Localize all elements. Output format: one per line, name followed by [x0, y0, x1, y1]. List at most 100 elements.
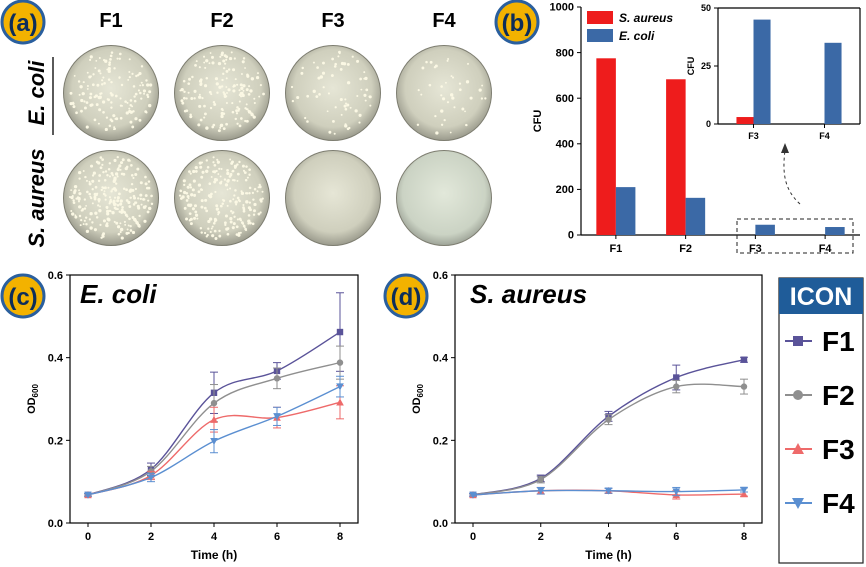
colony-dot [118, 192, 121, 196]
colony-dot [230, 51, 233, 54]
colony-dot [209, 106, 213, 110]
colony-dot [129, 99, 133, 102]
colony-dot [226, 171, 230, 176]
colony-dot [440, 94, 443, 97]
colony-dot [194, 170, 198, 173]
colony-dot [215, 204, 219, 208]
colony-dot [101, 235, 105, 238]
colony-dot [233, 194, 236, 197]
colony-dot [128, 107, 131, 110]
colony-dot [250, 77, 255, 81]
colony-dot [223, 92, 227, 96]
colony-dot [129, 120, 133, 124]
colony-dot [186, 185, 190, 189]
colony-dot [117, 167, 120, 170]
colony-dot [225, 86, 228, 88]
colony-dot [205, 159, 209, 162]
colony-dot [114, 94, 118, 98]
colony-dot [125, 111, 129, 115]
panel-d-organism: S. aureus [470, 279, 587, 309]
legend-item-label: F4 [822, 488, 855, 519]
colony-dot [120, 83, 124, 87]
colony-dot [97, 179, 101, 183]
colony-dot [327, 92, 330, 95]
colony-dot [109, 58, 112, 61]
colony-dot [239, 219, 243, 222]
colony-dot [127, 200, 131, 205]
colony-dot [88, 182, 92, 186]
x-tick-label: 8 [741, 531, 747, 543]
colony-dot [180, 87, 184, 92]
colony-dot [220, 107, 224, 111]
colony-dot [113, 176, 117, 180]
colony-dot [191, 188, 195, 192]
colony-dot [69, 91, 73, 95]
colony-dot [138, 71, 142, 76]
colony-dot [195, 60, 198, 63]
colony-dot [208, 62, 211, 65]
colony-dot [238, 89, 241, 92]
colony-dot [259, 198, 263, 202]
colony-dot [183, 206, 187, 210]
colony-dot [434, 114, 437, 118]
colony-dot [114, 117, 117, 120]
colony-dot [346, 62, 350, 66]
colony-dot [107, 167, 111, 171]
colony-dot [209, 52, 212, 54]
colony-dot [219, 123, 224, 128]
colony-dot [139, 197, 142, 201]
colony-dot [458, 88, 462, 92]
colony-dot [253, 209, 256, 213]
x-tick-label: F4 [819, 243, 833, 255]
colony-dot [198, 66, 201, 69]
colony-dot [252, 115, 256, 119]
marker-square [793, 336, 803, 346]
panel-c: 0.0 0.2 0.4 0.6 0 2 4 6 8 Time (h) OD600 (c) E. co… [0, 270, 359, 562]
bar-ecoli [825, 227, 845, 235]
colony-dot [73, 201, 76, 205]
colony-dot [443, 119, 446, 122]
colony-dot [100, 236, 103, 239]
colony-dot [210, 176, 213, 178]
colony-dot [113, 127, 117, 131]
colony-dot [360, 88, 363, 91]
colony-dot [74, 214, 77, 217]
colony-dot [104, 170, 108, 173]
colony-dot [198, 161, 202, 165]
colony-dot [182, 79, 186, 83]
colony-dot [211, 55, 214, 59]
colony-dot [315, 95, 319, 98]
legend-title: ICON [790, 283, 853, 311]
colony-dot [359, 77, 362, 81]
colony-dot [322, 86, 325, 89]
colony-dot [148, 103, 152, 108]
colony-dot [78, 189, 81, 192]
colony-dot [78, 93, 81, 96]
colony-dot [188, 219, 192, 222]
marker-circle [740, 383, 748, 390]
colony-dot [131, 230, 136, 235]
agar-plate [175, 151, 269, 245]
colony-dot [243, 225, 246, 229]
colony-dot [118, 165, 121, 168]
colony-dot [109, 91, 113, 95]
colony-dot [128, 109, 132, 113]
colony-dot [333, 65, 337, 68]
colony-dot [99, 166, 103, 170]
x-tick-label: F3 [748, 131, 759, 141]
colony-dot [88, 58, 92, 61]
colony-dot [111, 174, 115, 177]
colony-dot [139, 181, 143, 185]
colony-dot [78, 192, 81, 195]
colony-dot [88, 218, 91, 221]
colony-dot [354, 109, 358, 113]
colony-dot [79, 224, 82, 227]
colony-dot [210, 192, 213, 196]
colony-dot [340, 61, 345, 66]
colony-dot [75, 111, 78, 115]
bar-saureus [666, 79, 686, 235]
colony-dot [113, 67, 116, 70]
colony-dot [229, 199, 232, 203]
colony-dot [251, 222, 255, 226]
colony-dot [200, 175, 204, 179]
